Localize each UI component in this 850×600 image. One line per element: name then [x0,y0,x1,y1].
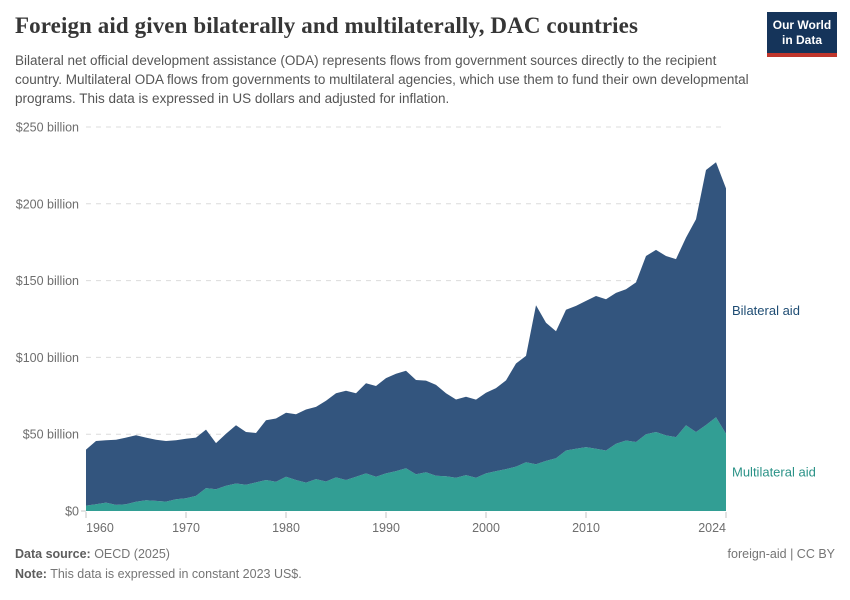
svg-text:$200 billion: $200 billion [16,197,79,211]
license-link[interactable]: foreign-aid | CC BY [727,547,835,561]
svg-text:1980: 1980 [272,521,300,535]
owid-logo-line2: in Data [781,33,822,47]
svg-text:2024: 2024 [698,521,726,535]
note-line: Note: This data is expressed in constant… [15,567,302,581]
area-multilateral-aid [86,417,726,511]
y-axis-labels: $0 $50 billion $100 billion $150 billion $20… [16,121,79,519]
svg-text:$0: $0 [65,505,79,519]
legend: Multilateral aid Bilateral aid [732,303,816,479]
svg-text:2000: 2000 [472,521,500,535]
svg-text:1990: 1990 [372,521,400,535]
legend-label-bilateral-aid: Bilateral aid [732,303,800,318]
svg-text:2010: 2010 [572,521,600,535]
chart-subtitle: Bilateral net official development assis… [15,53,749,107]
svg-text:1970: 1970 [172,521,200,535]
x-axis: 1960 1970 1980 1990 2000 2010 2024 [85,512,727,535]
owid-logo[interactable]: Our World in Data [767,12,837,57]
svg-text:$150 billion: $150 billion [16,274,79,288]
svg-text:$100 billion: $100 billion [16,351,79,365]
note-label: Note: [15,567,47,581]
svg-text:$50 billion: $50 billion [23,428,79,442]
area-series [86,162,726,511]
data-source-label: Data source: [15,547,91,561]
data-source-value: OECD (2025) [90,547,170,561]
data-source-line: Data source: OECD (2025) [15,547,170,561]
stacked-area-chart: $0 $50 billion $100 billion $150 billion $20… [16,121,816,536]
page-title: Foreign aid given bilaterally and multil… [15,13,639,38]
note-value: This data is expressed in constant 2023 … [46,567,302,581]
legend-label-multilateral-aid: Multilateral aid [732,464,816,479]
owid-logo-line1: Our World [772,18,832,32]
svg-text:1960: 1960 [86,521,114,535]
svg-text:$250 billion: $250 billion [16,121,79,135]
area-bilateral-aid [86,162,726,506]
